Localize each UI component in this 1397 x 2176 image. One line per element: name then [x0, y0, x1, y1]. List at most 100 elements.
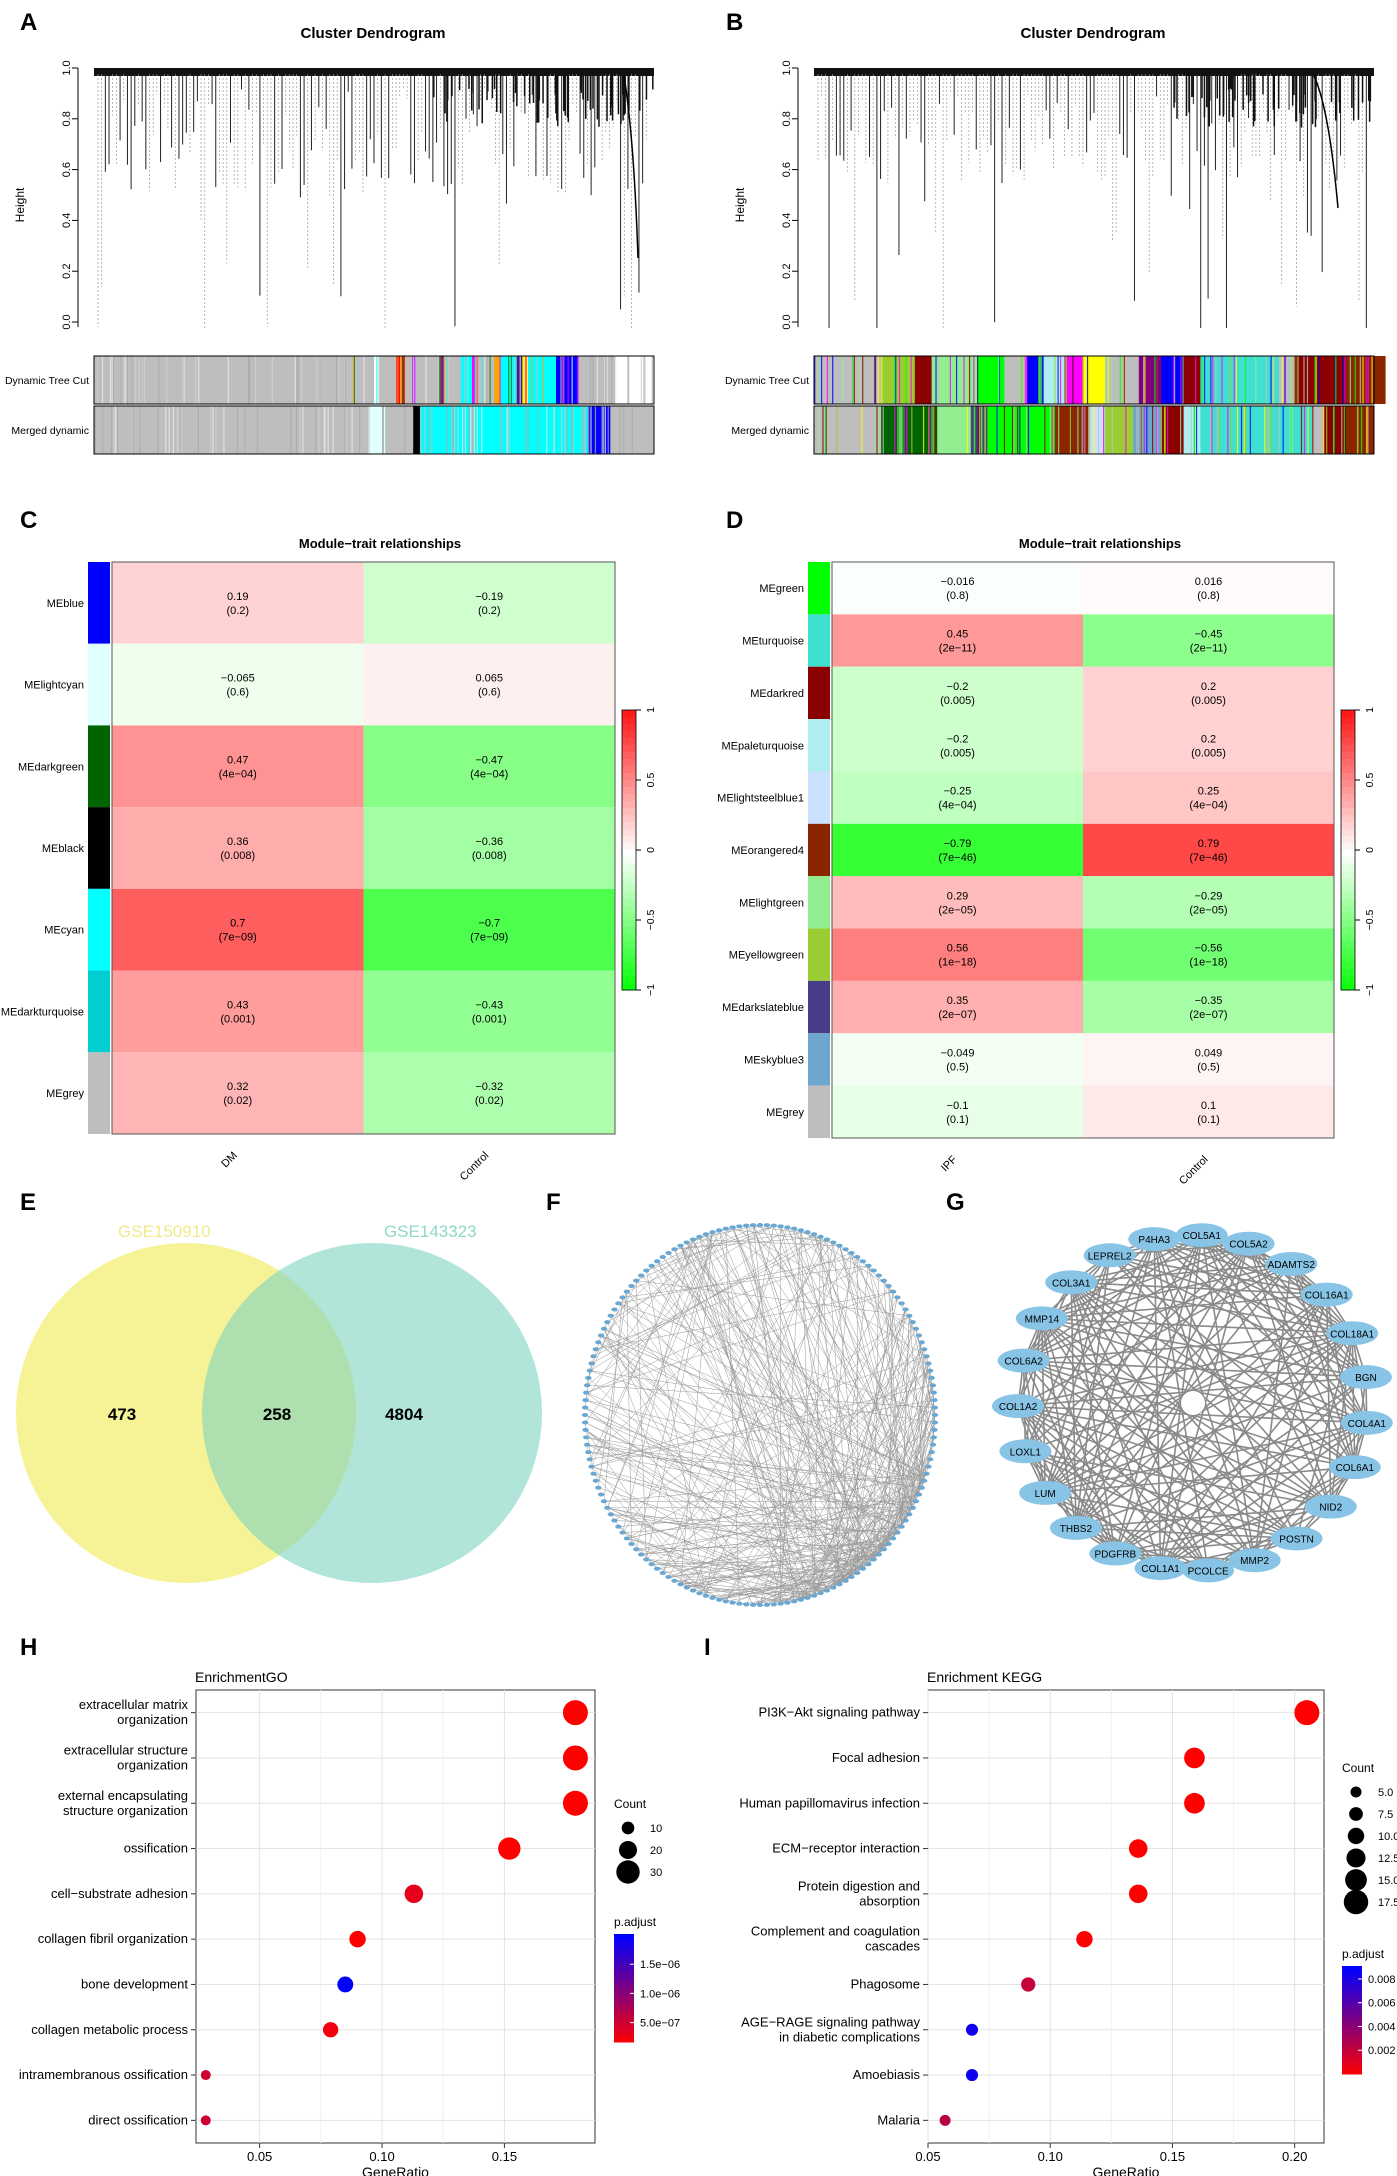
network-node — [889, 1289, 897, 1294]
module-color-stripe — [973, 356, 975, 404]
cell-pvalue: (0.2) — [226, 605, 249, 617]
color-legend-step — [614, 1977, 634, 1982]
module-color-stripe — [467, 356, 469, 404]
network-edge — [598, 1342, 917, 1502]
module-color-stripe — [363, 356, 365, 404]
module-color-stripe — [132, 406, 134, 454]
module-color-segment — [419, 406, 589, 454]
network-edge — [1023, 1234, 1203, 1362]
legend-gradient-step — [1341, 976, 1355, 984]
heatmap-cell — [363, 562, 615, 644]
network-node — [671, 1578, 678, 1583]
cell-pvalue: (4e−04) — [470, 768, 508, 780]
network-edge — [773, 1328, 917, 1605]
module-color-stripe — [1236, 406, 1239, 454]
size-legend-label: 5.0 — [1378, 1787, 1393, 1799]
color-legend-step — [614, 2034, 634, 2039]
network-edge — [826, 1532, 898, 1591]
chart-title: Module−trait relationships — [1019, 536, 1181, 551]
network-edge — [622, 1514, 910, 1533]
gene-label: COL1A2 — [999, 1402, 1038, 1413]
network-edge — [641, 1526, 902, 1555]
network-edge — [603, 1297, 623, 1502]
module-color-stripe — [560, 356, 562, 404]
heatmap-cell — [1083, 823, 1334, 877]
module-color-stripe — [160, 356, 163, 404]
module-color-stripe — [949, 356, 952, 404]
color-legend-step — [614, 1934, 634, 1939]
module-color-segment — [1105, 356, 1140, 404]
module-color-stripe — [612, 406, 614, 454]
cell-correlation: 0.36 — [227, 836, 248, 848]
network-edge — [725, 1228, 834, 1243]
module-color-stripe — [1255, 356, 1257, 404]
legend-tick-label: −1 — [645, 984, 657, 996]
network-node — [885, 1284, 892, 1289]
network-node — [638, 1552, 645, 1557]
module-color-stripe — [489, 356, 491, 404]
gene-node — [1339, 1365, 1392, 1390]
network-edge — [1070, 1281, 1209, 1571]
module-color-stripe — [1107, 356, 1109, 404]
cell-pvalue: (0.6) — [226, 687, 249, 699]
module-color-stripe — [981, 406, 983, 454]
module-color-stripe — [236, 406, 239, 454]
heatmap-cell — [832, 823, 1083, 877]
color-legend-step — [614, 2027, 634, 2032]
module-color-stripe — [1013, 406, 1015, 454]
module-color-stripe — [123, 356, 125, 404]
module-color-stripe — [1209, 406, 1212, 454]
panel-letter: I — [704, 1634, 711, 1661]
network-edge — [636, 1224, 761, 1281]
module-swatch — [808, 980, 830, 1034]
module-color-stripe — [143, 356, 145, 404]
network-node — [929, 1383, 937, 1388]
color-legend-step — [1342, 1966, 1362, 1971]
y-axis-label: Height — [733, 187, 747, 222]
x-tick-label: 0.10 — [1038, 2149, 1063, 2164]
network-node — [784, 1600, 791, 1605]
size-legend-dot — [1350, 1786, 1362, 1798]
module-color-stripe — [340, 356, 342, 404]
network-edge — [680, 1584, 788, 1603]
network-edge — [668, 1554, 879, 1578]
term-dot — [1128, 1839, 1148, 1858]
network-edge — [600, 1335, 864, 1569]
color-legend-step — [1342, 2056, 1362, 2061]
network-edge — [680, 1245, 828, 1591]
module-color-stripe — [1272, 356, 1275, 404]
module-color-stripe — [1341, 406, 1343, 454]
module-color-stripe — [1362, 356, 1364, 404]
module-color-stripe — [1360, 406, 1363, 454]
network-edge — [1201, 1234, 1332, 1507]
module-color-stripe — [1059, 356, 1062, 404]
cell-pvalue: (2e−07) — [938, 1009, 976, 1021]
network-edge — [1070, 1282, 1162, 1569]
module-color-stripe — [1122, 356, 1124, 404]
heatmap-D: Module−trait relationships MEgreen −0.016 (… — [717, 536, 1376, 1187]
network-node — [583, 1383, 591, 1388]
module-color-stripe — [893, 356, 896, 404]
module-color-stripe — [230, 406, 232, 454]
module-color-stripe — [1303, 356, 1305, 404]
module-color-stripe — [1265, 356, 1267, 404]
module-color-stripe — [899, 406, 901, 454]
track-label: Merged dynamic — [11, 425, 89, 437]
network-edge — [674, 1580, 815, 1596]
module-color-stripe — [1077, 406, 1079, 454]
module-color-stripe — [1201, 356, 1203, 404]
cell-pvalue: (0.5) — [1197, 1061, 1220, 1073]
module-color-stripe — [937, 356, 939, 404]
legend-gradient-step — [1341, 850, 1355, 858]
heatmap-cell — [112, 562, 364, 644]
module-color-stripe — [577, 356, 579, 404]
size-legend-dot — [618, 1840, 638, 1860]
heatmap-cell — [832, 928, 1083, 981]
module-color-segment — [1295, 356, 1347, 404]
network-edge — [918, 1377, 932, 1495]
module-color-stripe — [111, 356, 113, 404]
color-legend-label: 1.5e−06 — [640, 1959, 680, 1971]
module-label: MEcyan — [44, 925, 84, 937]
module-color-stripe — [177, 406, 179, 454]
network-center — [1181, 1391, 1205, 1415]
